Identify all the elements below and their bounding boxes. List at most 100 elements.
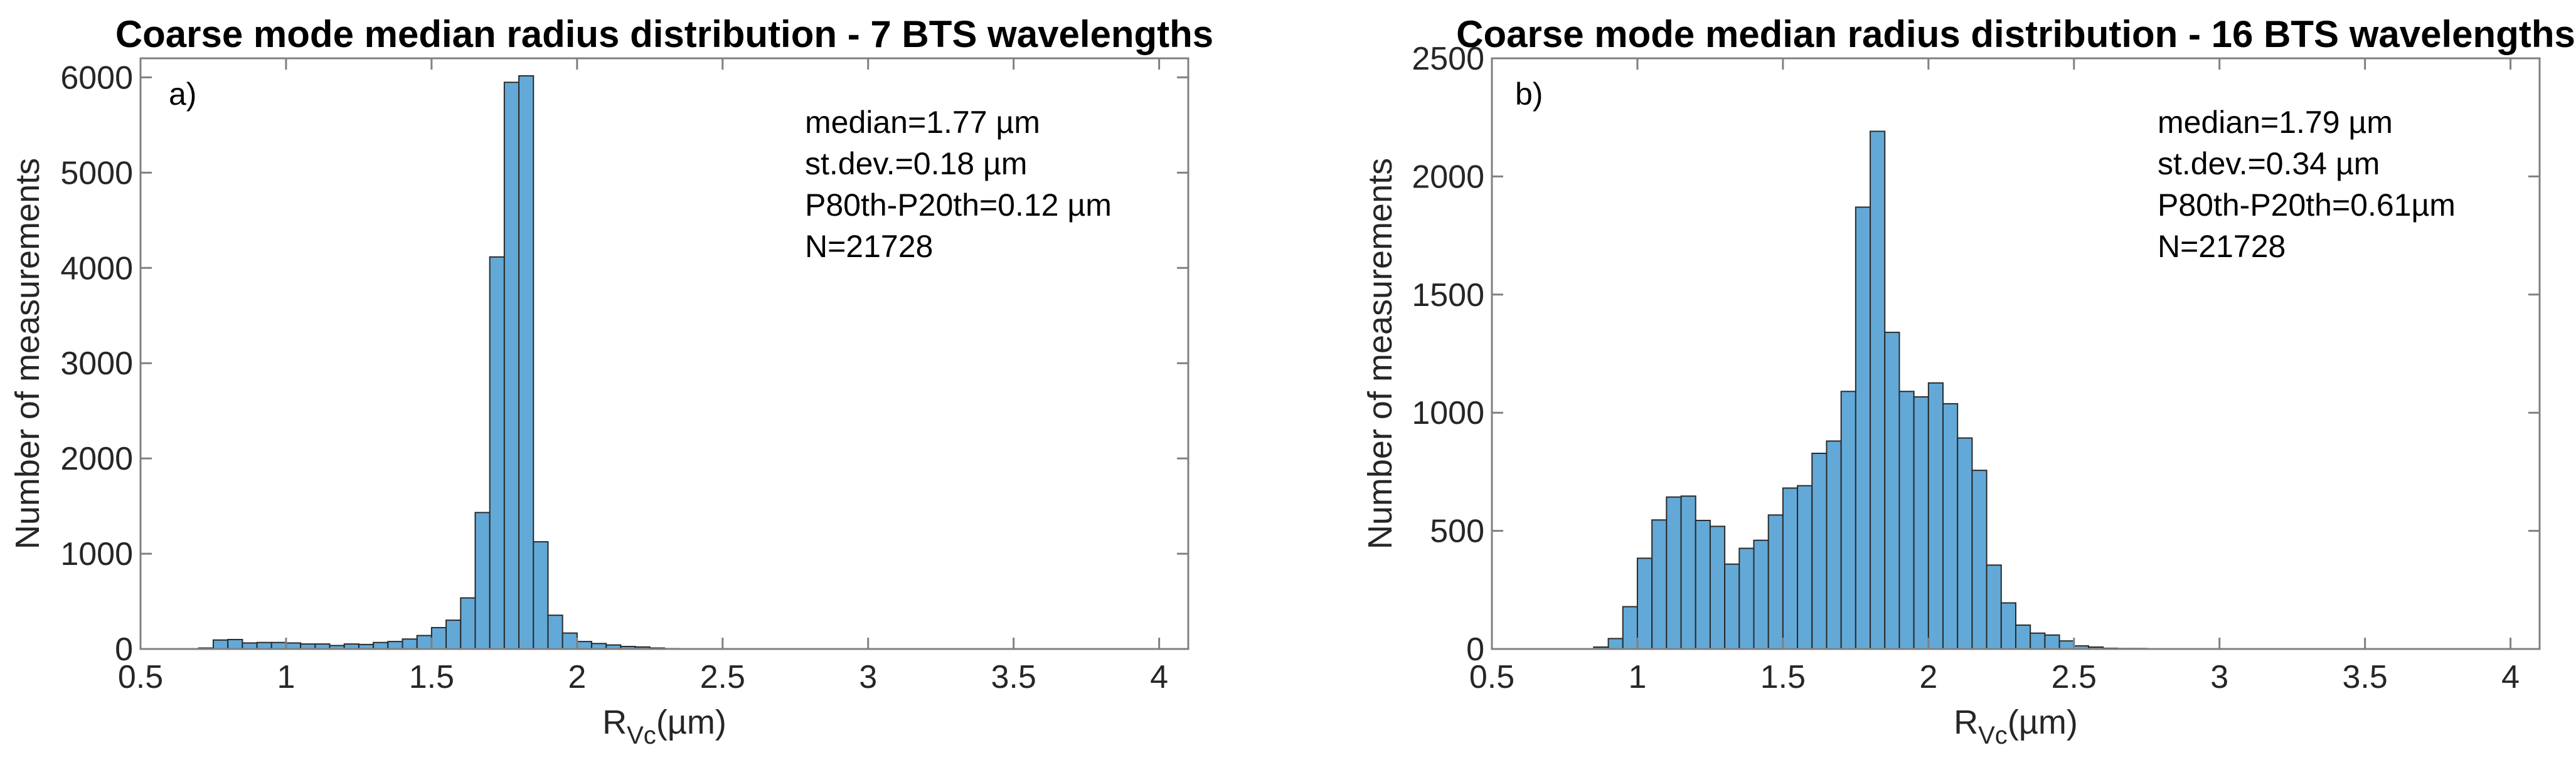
histogram-bar [402,638,418,650]
histogram-bar [1622,606,1638,650]
stats-annotation: median=1.77 µm [805,105,1040,140]
histogram-bar [270,641,287,650]
histogram-bar [256,641,272,650]
x-tick-label: 1.5 [409,659,454,695]
x-tick-label: 2.5 [2052,659,2097,695]
histogram-bar [1767,514,1784,650]
x-tick-label: 4 [2501,659,2520,695]
histogram-bar [416,635,432,650]
histogram-bar [1680,495,1696,650]
y-tick-label: 2500 [1412,41,1484,77]
x-tick-label: 0.5 [1469,659,1514,695]
y-axis-label: Number of measurements [9,158,46,549]
chart-panel-b: 0.5 1 1.5 2 2.5 3 3.5 4 0 500 1000 1500 2000 2500Coar… [1361,13,2575,749]
x-axis-label-unit: (µm) [656,704,726,741]
histogram-bar [1870,130,1886,650]
x-tick-label: 1 [277,659,295,695]
histogram-bar [1957,437,1973,650]
histogram-bar [1651,519,1668,650]
y-tick-label: 0 [115,631,133,668]
histogram-bar [460,597,476,650]
histogram-bar [445,619,462,650]
y-tick-label: 2000 [1412,159,1484,195]
y-tick-label: 2000 [60,441,133,477]
histogram-bar [1971,470,1988,650]
histogram-bar [1855,206,1871,650]
histogram-bar [1636,557,1653,650]
axes-box [139,57,1190,650]
y-tick-label: 1000 [60,536,133,572]
histogram-bar [1986,564,2002,650]
histogram-bar [1724,563,1740,650]
chart-title: Coarse mode median radius distribution -… [1456,13,2575,55]
histogram-bar [1695,520,1711,650]
x-tick-label: 0.5 [118,659,163,695]
histogram-bar [1927,382,1944,650]
chart-title: Coarse mode median radius distribution -… [115,13,1213,55]
axes-box [1491,57,2541,650]
histogram-bar [503,82,520,650]
histogram-bar [1840,391,1856,650]
y-tick-label: 1000 [1412,395,1484,431]
histogram-bar [1942,403,1959,650]
histogram-bar [489,256,505,650]
histogram-bar [518,75,535,650]
x-tick-label: 2.5 [700,659,745,695]
histogram-bar [1811,453,1828,650]
histogram-bar [1782,487,1799,650]
x-axis-label-subscript: Vc [627,722,656,749]
x-axis-label-unit: (µm) [2008,704,2078,741]
histogram-bar [212,639,229,650]
histogram-bar [2015,624,2031,650]
x-tick-label: 1 [1628,659,1646,695]
histogram-bar [1666,496,1682,650]
histogram-bar [373,641,389,650]
histogram-bar [1913,396,1929,650]
y-tick-label: 0 [1466,631,1484,668]
x-tick-label: 4 [1150,659,1168,695]
y-tick-label: 6000 [60,60,133,96]
histogram-bar [547,614,563,650]
x-tick-label: 1.5 [1760,659,1806,695]
stats-annotation: N=21728 [2158,229,2286,264]
x-axis-label-main: R [1954,704,1978,741]
histogram-bar [576,641,593,650]
histogram-bar [1607,638,1624,650]
y-tick-label: 4000 [60,250,133,287]
histogram-bar [2058,640,2075,650]
stats-annotation: median=1.79 µm [2158,105,2393,140]
y-tick-label: 500 [1430,514,1484,550]
histogram-bar [474,512,491,650]
stats-annotation: P80th-P20th=0.61µm [2158,187,2456,223]
stats-annotation: st.dev.=0.34 µm [2158,146,2380,181]
histogram-bar [227,638,243,650]
histogram-bar [1797,485,1813,650]
x-tick-label: 2 [1919,659,1937,695]
histogram-bar [1884,332,1900,650]
histogram-bar [1753,539,1769,650]
histogram-bar [2044,634,2060,650]
histogram-bar [1738,547,1755,650]
stats-annotation: st.dev.=0.18 µm [805,146,1027,181]
x-tick-label: 3 [859,659,877,695]
histogram-bar [430,626,447,650]
chart-panel-a: 0.5 1 1.5 2 2.5 3 3.5 4 0 1000 2000 3000 4000 5000 600… [9,13,1213,749]
x-tick-label: 3 [2210,659,2228,695]
x-tick-label: 3.5 [991,659,1036,695]
histogram-bar [387,641,403,650]
histogram-bar [1709,525,1726,650]
x-axis-label: RVc(µm) [1954,704,2078,749]
x-axis-label: RVc(µm) [602,704,726,749]
panel-label: b) [1515,76,1543,112]
panel-label: a) [169,76,196,112]
x-tick-label: 2 [568,659,586,695]
histogram-bar [562,632,578,650]
stats-annotation: N=21728 [805,229,933,264]
y-tick-label: 3000 [60,345,133,382]
y-tick-label: 5000 [60,155,133,191]
x-axis-label-subscript: Vc [1978,722,2008,749]
x-tick-label: 3.5 [2343,659,2388,695]
histogram-bar [2030,632,2046,650]
histogram-bar [2000,602,2017,650]
